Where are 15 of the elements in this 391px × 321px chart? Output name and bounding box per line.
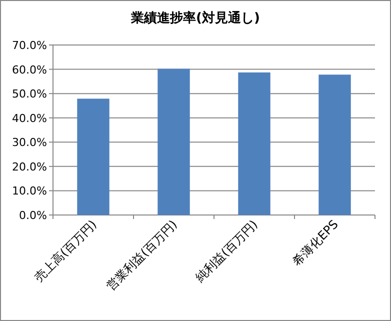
y-tick-label: 40.0% (12, 112, 47, 125)
y-tick-label: 70.0% (12, 39, 47, 52)
y-tick-label: 0.0% (19, 209, 47, 222)
y-tick-label: 30.0% (12, 136, 47, 150)
x-tick-label: 純利益(百万円) (192, 217, 260, 285)
y-tick-label: 20.0% (12, 160, 47, 174)
bar (77, 98, 110, 215)
y-tick-label: 50.0% (12, 88, 47, 101)
bar (318, 74, 351, 215)
x-tick-label: 営業利益(百万円) (104, 217, 180, 294)
y-tick-label: 60.0% (12, 63, 47, 76)
bar (158, 68, 190, 215)
y-tick-label: 10.0% (12, 184, 47, 198)
chart-title: 業績進捗率(対見通し) (130, 10, 260, 26)
bar (238, 72, 270, 215)
